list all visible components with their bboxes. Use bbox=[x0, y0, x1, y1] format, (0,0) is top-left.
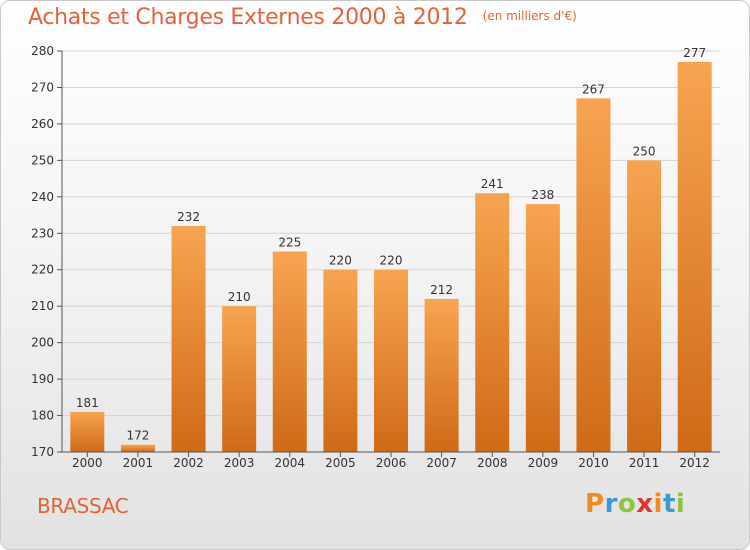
bar-value-label: 238 bbox=[531, 188, 554, 202]
y-tick-label: 230 bbox=[31, 226, 54, 240]
y-tick-label: 180 bbox=[31, 409, 54, 423]
x-tick-label: 2005 bbox=[325, 456, 356, 470]
x-tick-label: 2000 bbox=[72, 456, 103, 470]
y-tick-label: 200 bbox=[31, 336, 54, 350]
chart-title: Achats et Charges Externes 2000 à 2012 (… bbox=[28, 5, 577, 30]
bar-value-label: 241 bbox=[481, 177, 504, 191]
x-tick-label: 2007 bbox=[426, 456, 457, 470]
bar-value-label: 172 bbox=[126, 429, 149, 443]
logo-letter: x bbox=[636, 489, 654, 519]
x-tick-label: 2006 bbox=[376, 456, 407, 470]
bar bbox=[374, 269, 408, 452]
labels: 170 180 190 200 210 220 230 240 250 260 270 280 181 2… bbox=[31, 44, 710, 470]
y-tick-label: 280 bbox=[31, 44, 54, 58]
bar-value-label: 210 bbox=[228, 290, 251, 304]
logo-letter: r bbox=[604, 489, 618, 519]
bar-value-label: 250 bbox=[633, 144, 656, 158]
y-tick-label: 270 bbox=[31, 80, 54, 94]
bar bbox=[525, 204, 560, 452]
logo-letter: P bbox=[585, 489, 605, 519]
bar bbox=[120, 444, 155, 452]
logo-letter: o bbox=[617, 489, 637, 519]
x-tick-label: 2010 bbox=[578, 456, 609, 470]
bar-value-label: 212 bbox=[430, 283, 453, 297]
bar-value-label: 277 bbox=[683, 46, 706, 60]
bar bbox=[424, 298, 459, 452]
x-tick-label: 2011 bbox=[629, 456, 660, 470]
y-tick-label: 170 bbox=[31, 445, 54, 459]
y-tick-label: 210 bbox=[31, 299, 54, 313]
bar-value-label: 225 bbox=[278, 236, 301, 250]
x-tick-label: 2002 bbox=[173, 456, 204, 470]
bar-value-label: 181 bbox=[76, 396, 99, 410]
commune-name: BRASSAC bbox=[37, 494, 129, 518]
bar-value-label: 232 bbox=[177, 210, 200, 224]
y-tick-label: 240 bbox=[31, 190, 54, 204]
logo-letter: t bbox=[662, 489, 676, 519]
proxiti-logo: Proxiti bbox=[585, 489, 685, 519]
axes bbox=[57, 50, 720, 457]
logo-letter: i bbox=[675, 489, 686, 519]
x-tick-label: 2001 bbox=[123, 456, 154, 470]
x-tick-label: 2008 bbox=[477, 456, 508, 470]
y-tick-label: 250 bbox=[31, 153, 54, 167]
bar-value-label: 220 bbox=[329, 254, 352, 268]
bar-value-label: 220 bbox=[380, 254, 403, 268]
bar-value-label: 267 bbox=[582, 82, 605, 96]
bar bbox=[627, 160, 662, 452]
y-tick-label: 220 bbox=[31, 263, 54, 277]
x-tick-label: 2003 bbox=[224, 456, 255, 470]
bar bbox=[323, 269, 358, 452]
bar bbox=[222, 306, 257, 452]
bar bbox=[70, 411, 105, 452]
y-tick-label: 190 bbox=[31, 372, 54, 386]
bar bbox=[171, 225, 206, 452]
x-tick-label: 2012 bbox=[679, 456, 710, 470]
chart-unit-note: (en milliers d'€) bbox=[482, 9, 577, 23]
bar bbox=[576, 98, 611, 453]
bar bbox=[272, 251, 307, 452]
logo-letter: i bbox=[653, 489, 663, 519]
y-tick-label: 260 bbox=[31, 117, 54, 131]
bars bbox=[70, 61, 712, 453]
bar bbox=[677, 61, 712, 452]
bar bbox=[475, 193, 510, 452]
x-tick-label: 2009 bbox=[528, 456, 559, 470]
x-tick-label: 2004 bbox=[274, 456, 305, 470]
chart-title-text: Achats et Charges Externes 2000 à 2012 bbox=[28, 5, 468, 30]
